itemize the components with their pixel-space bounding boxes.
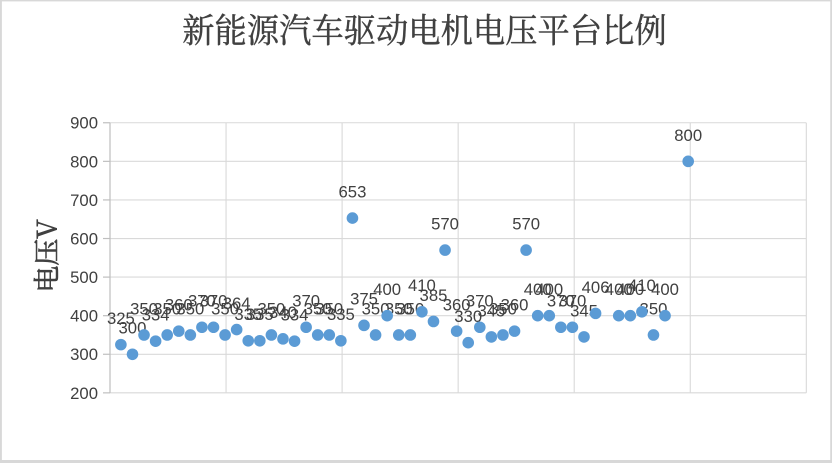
svg-text:360: 360 [165, 296, 193, 315]
svg-text:350: 350 [304, 299, 332, 318]
svg-text:370: 370 [292, 292, 320, 311]
svg-text:400: 400 [535, 280, 563, 299]
svg-text:370: 370 [466, 292, 494, 311]
svg-text:410: 410 [628, 276, 656, 295]
svg-text:375: 375 [350, 290, 378, 309]
svg-text:335: 335 [246, 305, 274, 324]
svg-text:900: 900 [70, 114, 98, 133]
svg-text:350: 350 [130, 299, 158, 318]
svg-text:370: 370 [188, 292, 216, 311]
svg-text:350: 350 [176, 299, 204, 318]
svg-text:700: 700 [70, 191, 98, 210]
svg-text:570: 570 [431, 214, 459, 233]
svg-text:370: 370 [200, 292, 228, 311]
svg-text:800: 800 [70, 152, 98, 171]
svg-text:653: 653 [339, 182, 367, 201]
svg-text:334: 334 [142, 306, 170, 325]
svg-text:350: 350 [153, 299, 181, 318]
svg-text:335: 335 [234, 305, 262, 324]
svg-text:400: 400 [651, 280, 679, 299]
svg-text:360: 360 [443, 296, 471, 315]
svg-text:370: 370 [558, 292, 586, 311]
svg-text:400: 400 [605, 280, 633, 299]
svg-text:400: 400 [70, 307, 98, 326]
svg-text:500: 500 [70, 268, 98, 287]
svg-text:600: 600 [70, 229, 98, 248]
svg-text:385: 385 [420, 286, 448, 305]
svg-text:410: 410 [408, 276, 436, 295]
svg-text:325: 325 [107, 309, 135, 328]
svg-text:400: 400 [524, 280, 552, 299]
svg-text:400: 400 [373, 280, 401, 299]
svg-text:200: 200 [70, 384, 98, 403]
svg-text:406: 406 [582, 278, 610, 297]
svg-text:800: 800 [674, 126, 702, 145]
svg-text:300: 300 [70, 345, 98, 364]
svg-text:350: 350 [257, 299, 285, 318]
svg-text:370: 370 [547, 292, 575, 311]
svg-text:335: 335 [327, 305, 355, 324]
svg-text:330: 330 [454, 307, 482, 326]
svg-text:345: 345 [477, 301, 505, 320]
svg-text:334: 334 [281, 306, 309, 325]
svg-text:570: 570 [512, 214, 540, 233]
svg-text:364: 364 [223, 294, 251, 313]
svg-text:340: 340 [269, 303, 297, 322]
svg-text:360: 360 [501, 296, 529, 315]
svg-text:350: 350 [315, 299, 343, 318]
svg-text:400: 400 [616, 280, 644, 299]
svg-text:350: 350 [489, 299, 517, 318]
svg-text:350: 350 [211, 299, 239, 318]
